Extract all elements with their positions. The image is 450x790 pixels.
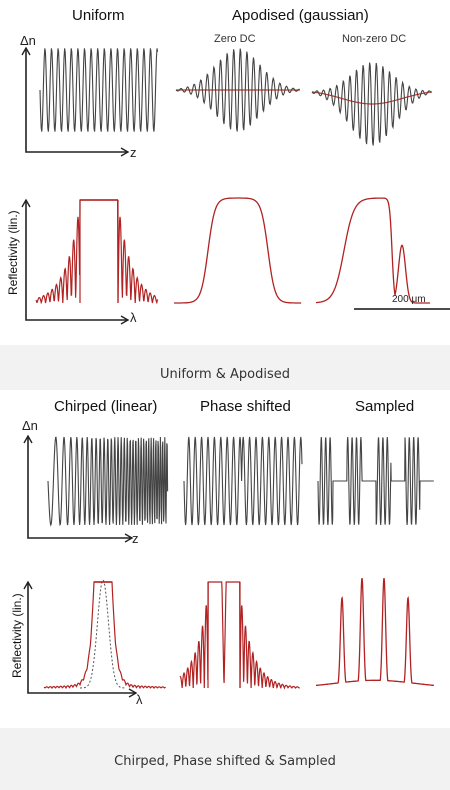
axes-index-uniform-arrow-x [120,147,130,157]
axes-index-uniform-arrow-y [21,46,31,56]
axes-spectrum-chirped-arrow-x [128,688,138,698]
spectrum-nonzero-dc [316,197,430,304]
subtitle-zero-dc: Zero DC [214,33,256,45]
spectrum-uniform [35,199,159,305]
index-trace-chirped [47,436,169,527]
axes-index-chirped-arrow-x [124,533,134,543]
title-phase-shifted: Phase shifted [200,398,291,415]
caption-bar-1: Uniform & Apodised [0,345,450,390]
caption-uniform-apodised: Uniform & Apodised [159,367,291,382]
index-trace-uniform [39,48,159,132]
index-trace-sampled [317,436,434,526]
axis-label-delta-n-2: Δn [22,418,38,433]
axis-label-lambda-2: λ [136,692,143,707]
title-uniform: Uniform [72,7,125,24]
axis-label-lambda: λ [130,310,137,325]
scale-bar-label: 200 μm [392,294,426,305]
axes-index-chirped-arrow-y [23,434,33,444]
axes-spectrum-uniform-arrow-x [120,315,130,325]
spectrum-chirped [43,581,166,690]
axes-index-uniform [25,48,128,153]
index-trace-nonzero-dc [311,62,432,146]
title-apodised: Apodised (gaussian) [232,7,369,24]
index-trace-phase-shifted [183,436,303,526]
axis-label-z: z [130,145,137,160]
caption-chirped-phase-sampled: Chirped, Phase shifted & Sampled [114,754,336,769]
axis-label-reflectivity: Reflectivity (lin.) [6,210,20,295]
figure1-plots [21,46,450,325]
caption-bar-2: Chirped, Phase shifted & Sampled [0,728,450,790]
axes-spectrum-chirped [27,582,136,694]
axes-spectrum-uniform-arrow-y [21,198,31,208]
axes-spectrum-uniform [25,200,128,321]
spectrum-zero-dc [174,197,302,304]
title-chirped: Chirped (linear) [54,398,158,415]
figure-uniform-apodised: Uniform Apodised (gaussian) Zero DC Non-… [0,0,450,340]
spectrum-chirped-reference [80,579,126,689]
spectrum-sampled [316,577,434,687]
figure-chirped-phase-sampled: Chirped (linear) Phase shifted Sampled Δ… [0,390,450,725]
axes-spectrum-chirped-arrow-y [23,580,33,590]
index-trace-zero-dc [175,48,300,132]
title-sampled: Sampled [355,398,415,415]
axes-index-chirped [27,436,132,539]
axis-label-z-2: z [132,531,139,546]
axis-label-reflectivity-2: Reflectivity (lin.) [10,593,24,678]
subtitle-nonzero-dc: Non-zero DC [342,33,407,45]
figure2-plots [23,434,434,698]
axis-label-delta-n: Δn [20,33,36,48]
